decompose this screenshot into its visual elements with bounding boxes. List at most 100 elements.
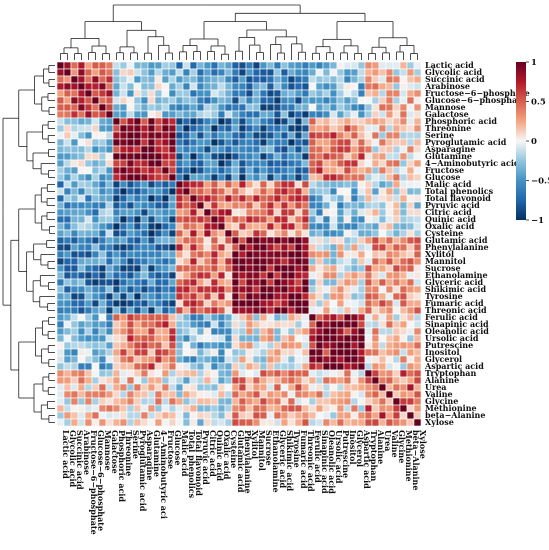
heatmap-cell <box>203 411 212 420</box>
heatmap-cell <box>385 159 394 168</box>
heatmap-cell <box>343 75 352 84</box>
heatmap-cell <box>161 82 170 91</box>
heatmap-cell <box>245 187 254 196</box>
heatmap-cell <box>357 180 366 189</box>
heatmap-cell <box>343 187 352 196</box>
heatmap-cell <box>112 243 121 252</box>
heatmap-cell <box>112 152 121 161</box>
heatmap-cell <box>287 103 296 112</box>
heatmap-cell <box>63 369 72 378</box>
heatmap-cell <box>357 229 366 238</box>
heatmap-cell <box>105 390 114 399</box>
heatmap-cell <box>203 145 212 154</box>
heatmap-cell <box>350 243 359 252</box>
heatmap-cell <box>168 306 177 315</box>
heatmap-cell <box>224 68 233 77</box>
heatmap-cell <box>126 138 135 147</box>
heatmap-cell <box>154 208 163 217</box>
heatmap-cell <box>266 131 275 140</box>
heatmap-cell <box>371 159 380 168</box>
heatmap-cell <box>329 61 338 70</box>
heatmap-cell <box>175 341 184 350</box>
heatmap-cell <box>280 159 289 168</box>
heatmap-cell <box>315 285 324 294</box>
heatmap-cell <box>91 68 100 77</box>
heatmap-cell <box>329 411 338 420</box>
heatmap-cell <box>175 355 184 364</box>
heatmap-cell <box>357 257 366 266</box>
heatmap-cell <box>364 313 373 322</box>
heatmap-cell <box>406 110 415 119</box>
heatmap-cell <box>245 355 254 364</box>
column-label: Glycerol <box>355 430 365 467</box>
heatmap-cell <box>357 348 366 357</box>
heatmap-cells <box>56 61 422 427</box>
heatmap-cell <box>189 236 198 245</box>
heatmap-cell <box>77 292 86 301</box>
heatmap-cell <box>266 257 275 266</box>
heatmap-cell <box>238 75 247 84</box>
heatmap-cell <box>266 61 275 70</box>
heatmap-cell <box>70 180 79 189</box>
heatmap-cell <box>350 124 359 133</box>
heatmap-cell <box>126 292 135 301</box>
heatmap-cell <box>161 180 170 189</box>
heatmap-cell <box>308 390 317 399</box>
heatmap-cell <box>112 397 121 406</box>
heatmap-cell <box>56 299 65 308</box>
heatmap-cell <box>371 117 380 126</box>
heatmap-cell <box>308 285 317 294</box>
heatmap-cell <box>413 348 422 357</box>
heatmap-cell <box>315 355 324 364</box>
row-label: beta−Alanine <box>425 410 485 420</box>
heatmap-cell <box>301 75 310 84</box>
heatmap-cell <box>301 306 310 315</box>
heatmap-cell <box>294 131 303 140</box>
heatmap-cell <box>175 187 184 196</box>
heatmap-cell <box>322 180 331 189</box>
heatmap-cell <box>329 313 338 322</box>
heatmap-cell <box>357 82 366 91</box>
heatmap-cell <box>147 61 156 70</box>
heatmap-cell <box>70 404 79 413</box>
heatmap-cell <box>357 264 366 273</box>
heatmap-cell <box>273 229 282 238</box>
heatmap-cell <box>70 138 79 147</box>
heatmap-cell <box>203 194 212 203</box>
heatmap-cell <box>70 82 79 91</box>
heatmap-cell <box>385 383 394 392</box>
heatmap-cell <box>336 341 345 350</box>
heatmap-cell <box>133 159 142 168</box>
heatmap-cell <box>385 180 394 189</box>
heatmap-cell <box>245 152 254 161</box>
heatmap-cell <box>294 341 303 350</box>
heatmap-cell <box>175 327 184 336</box>
heatmap-cell <box>259 411 268 420</box>
column-label: Total flavonoid <box>194 430 204 496</box>
row-label: 4−Aminobutyric acid <box>425 158 520 168</box>
heatmap-cell <box>385 68 394 77</box>
heatmap-cell <box>392 180 401 189</box>
heatmap-cell <box>336 320 345 329</box>
heatmap-cell <box>322 250 331 259</box>
heatmap-cell <box>378 250 387 259</box>
heatmap-cell <box>154 369 163 378</box>
heatmap-cell <box>280 166 289 175</box>
heatmap-cell <box>63 327 72 336</box>
heatmap-cell <box>84 404 93 413</box>
heatmap-cell <box>301 418 310 427</box>
heatmap-cell <box>287 117 296 126</box>
heatmap-cell <box>259 376 268 385</box>
heatmap-cell <box>161 257 170 266</box>
heatmap-cell <box>364 362 373 371</box>
heatmap-cell <box>133 243 142 252</box>
row-label: Oleanolic acid <box>425 326 489 336</box>
heatmap-cell <box>371 383 380 392</box>
heatmap-cell <box>315 131 324 140</box>
heatmap-cell <box>91 131 100 140</box>
row-label: Total flavonoid <box>425 193 491 203</box>
heatmap-cell <box>203 229 212 238</box>
heatmap-cell <box>133 61 142 70</box>
heatmap-cell <box>91 194 100 203</box>
